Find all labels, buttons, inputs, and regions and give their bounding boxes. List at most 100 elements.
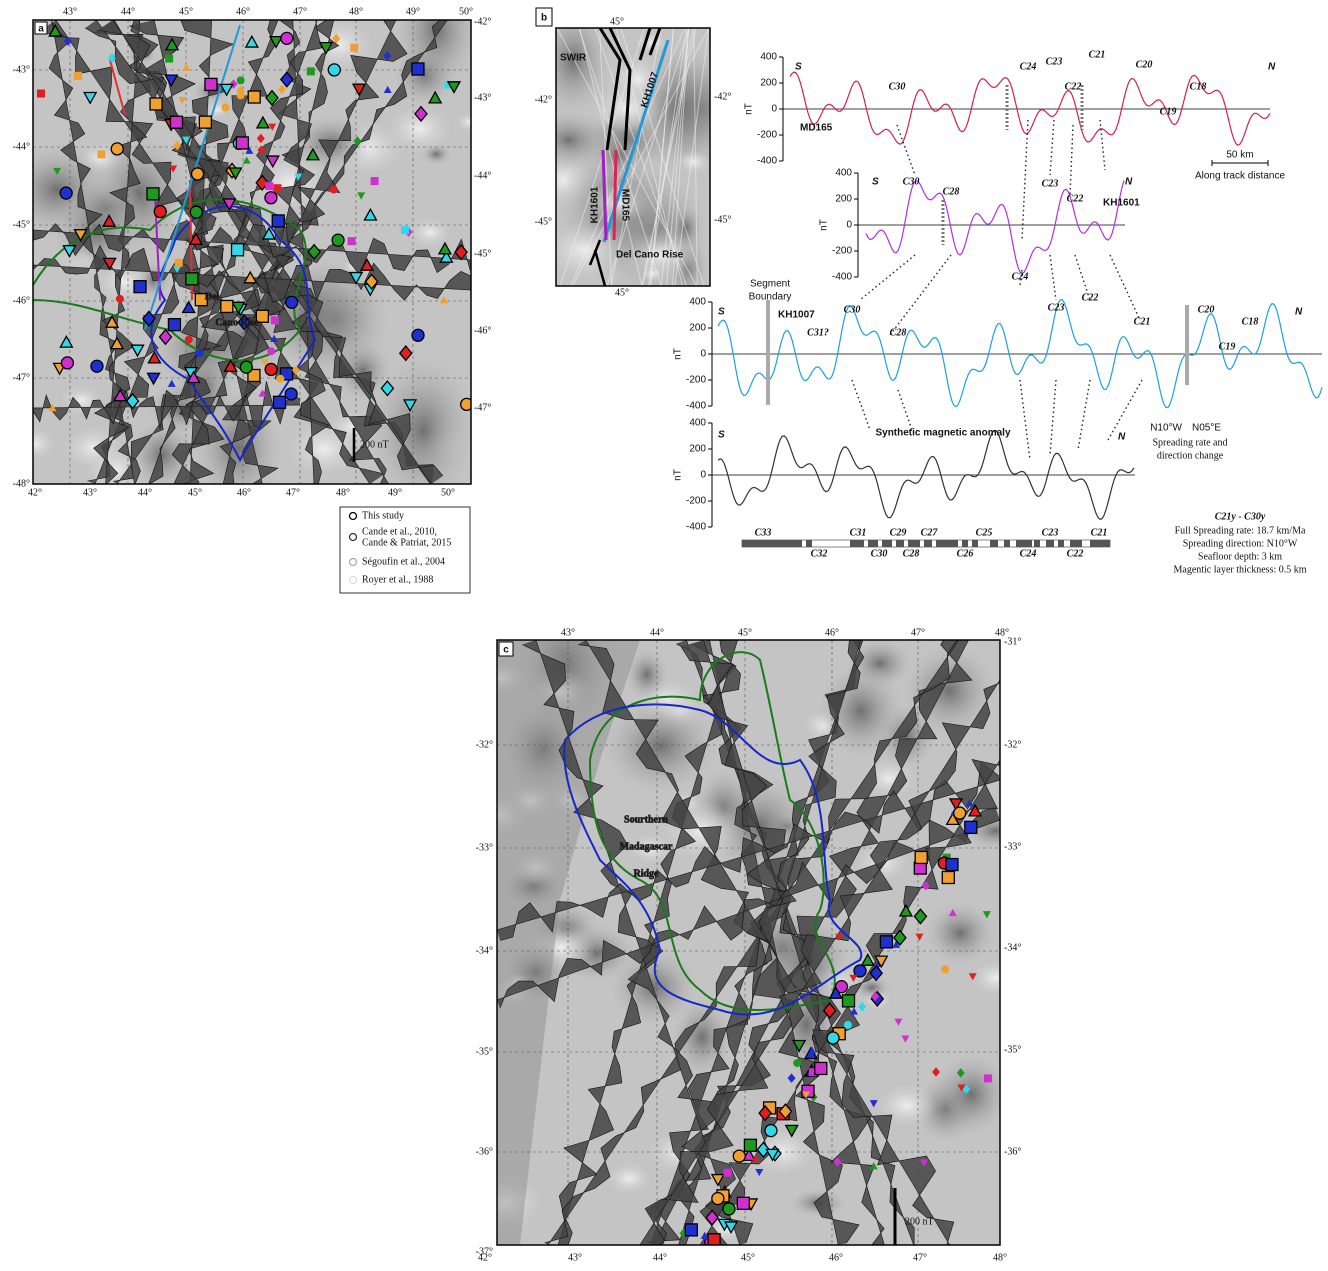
chron-label: C31 [850,527,867,538]
chron-label: C23 [1042,178,1059,189]
lat-tick-label: -32° [1004,739,1021,750]
chron-label: C32 [811,548,828,559]
normal-polarity [962,540,968,547]
pick-marker [844,1021,852,1029]
y-tick-label: 200 [689,323,706,334]
normal-polarity [1058,540,1064,547]
chron-label: C18 [1190,81,1207,92]
correlation-line [1050,120,1054,175]
normal-polarity [850,540,864,547]
pick-marker [737,1197,749,1209]
lon-tick-label: 49° [406,6,420,17]
profile-start: S [872,177,879,188]
normal-polarity [882,540,892,547]
pick-marker [265,192,277,204]
pick-marker [134,281,146,293]
pick-marker [150,98,162,110]
pick-marker [60,187,72,199]
chron-label: C21 [1091,527,1108,538]
profile-name: MD165 [800,123,833,134]
pick-marker [267,347,275,355]
pick-marker [946,859,958,871]
pick-marker [91,360,103,372]
inset-label: MD165 [619,189,630,222]
legend-label: This study [362,510,404,521]
axis-label: nT [673,469,684,481]
lat-tick-label: -45° [714,214,731,225]
lon-tick-label: 44° [650,627,664,638]
y-tick-label: 200 [760,78,777,89]
legend-label: Cande & Patriat, 2015 [362,537,451,548]
panel-label: c [503,645,509,656]
lat-tick-label: -48° [13,478,30,489]
y-tick-label: 0 [700,470,706,481]
pick-marker [232,244,244,256]
lon-tick-label: 48° [993,1252,1007,1263]
lat-tick-label: -36° [1004,1146,1021,1157]
normal-polarity [990,540,998,547]
normal-polarity [1034,540,1040,547]
lat-tick-label: -43° [474,92,491,103]
pick-marker [712,1193,724,1205]
chron-label: C25 [976,527,993,538]
pick-marker [222,104,230,112]
normal-polarity [868,540,878,547]
lat-tick-label: -34° [1004,942,1021,953]
axis-label: nT [744,103,755,115]
segment-boundary [766,300,770,405]
region-label: Cano Rise [215,317,259,328]
chron-label: C22 [1067,548,1084,559]
anomaly-profile [866,180,1124,273]
lon-tick-label: 46° [825,627,839,638]
bathymetry-low [932,1052,1010,1137]
y-tick-label: 400 [689,418,706,429]
chron-label: C23 [1048,302,1065,313]
direction-label: N10°W [1150,423,1182,434]
lon-tick-label: 44° [121,6,135,17]
chron-label: C22 [1067,193,1084,204]
lon-tick-label: 49° [388,487,402,498]
normal-polarity [1004,540,1010,547]
params-title: C21y - C30y [1215,511,1266,522]
normal-polarity [908,540,920,547]
region-label: Del [205,291,220,302]
lon-tick-label: 43° [561,627,575,638]
profile-end: N [1268,62,1276,73]
lon-tick-label: 48° [336,487,350,498]
chron-label: C19 [1160,106,1177,117]
lat-tick-label: -45° [535,216,552,227]
pick-marker [165,55,173,63]
y-tick-label: 400 [835,168,852,179]
scale-label: 200 nT [360,439,389,450]
y-tick-label: 200 [835,194,852,205]
chron-label: C27 [921,527,939,538]
profile-end: N [1295,307,1303,318]
params-line: Full Spreading rate: 18.7 km/Ma [1175,525,1306,536]
note: Spreading rate and [1153,437,1228,448]
lat-tick-label: -45° [474,248,491,259]
lon-tick-label: 50° [459,6,473,17]
lat-tick-label: -36° [476,1146,493,1157]
params-line: Magentic layer thickness: 0.5 km [1173,564,1306,575]
lat-tick-label: -37° [476,1246,493,1257]
region-label: Ridge [634,868,660,879]
lon-tick-label: 46° [236,6,250,17]
lat-tick-label: -47° [13,372,30,383]
pick-marker [915,851,927,863]
correlation-line [1100,120,1105,170]
pick-marker [793,1059,801,1067]
lat-tick-label: -34° [476,945,493,956]
direction-change [1185,305,1189,385]
lat-tick-label: -32° [476,739,493,750]
chron-label: C24 [1020,61,1037,72]
chron-label: C28 [890,327,907,338]
lat-tick-label: -44° [13,141,30,152]
figure-body: { "panel_a": { "label": "a", "lon_top": … [0,0,1328,1266]
panel-label: b [541,13,547,24]
correlation-line [1022,120,1028,240]
lon-tick-label: 45° [615,287,629,298]
bathymetry-high [606,1162,652,1195]
pick-marker [412,63,424,75]
y-tick-label: -200 [686,496,706,507]
lat-tick-label: -47° [474,402,491,413]
